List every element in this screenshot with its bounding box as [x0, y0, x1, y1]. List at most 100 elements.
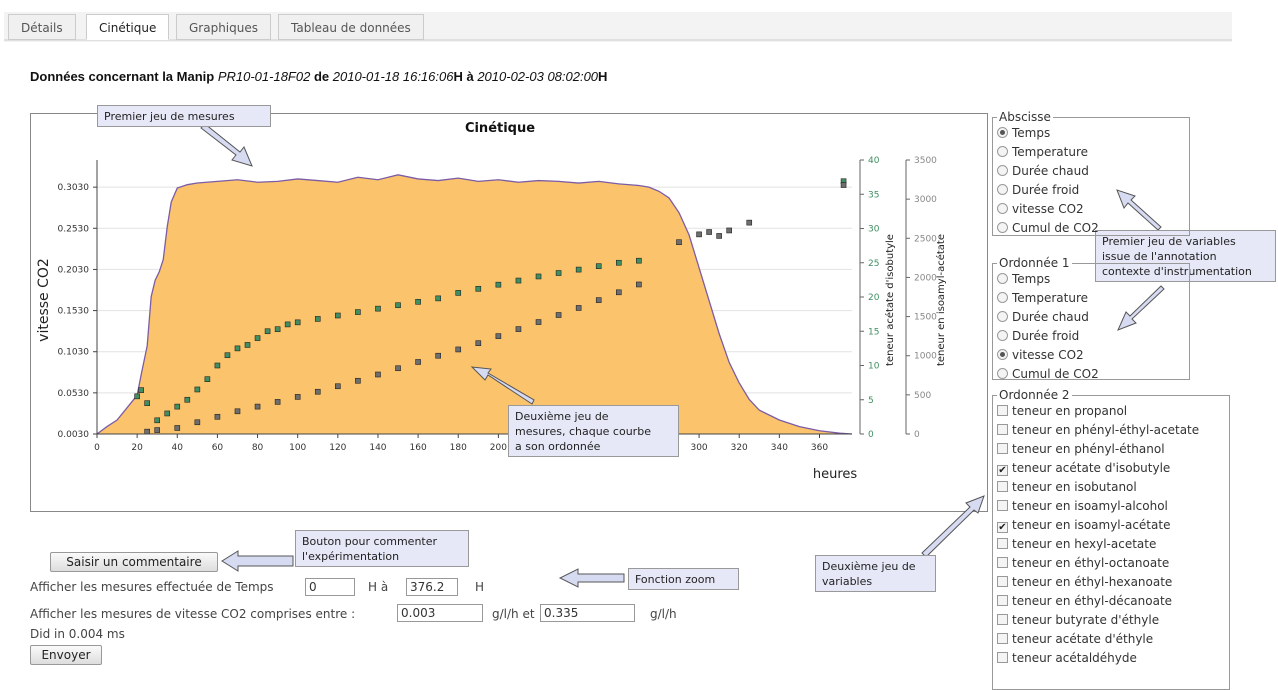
x-tick-label: 200: [490, 443, 507, 453]
checkbox[interactable]: [997, 424, 1008, 435]
heading-text: H: [598, 69, 608, 84]
option[interactable]: teneur en éthyl-décanoate: [997, 592, 1225, 611]
option[interactable]: teneur en éthyl-hexanoate: [997, 573, 1225, 592]
option[interactable]: teneur en éthyl-octanoate: [997, 554, 1225, 573]
time-label: Afficher les mesures effectuée de Temps: [30, 580, 274, 594]
checkbox[interactable]: [997, 576, 1008, 587]
point: [174, 425, 181, 431]
y-axis-label: teneur acétate d'isobutyle: [884, 234, 896, 366]
y-tick-label: 2000: [914, 273, 937, 283]
option[interactable]: Temperature: [997, 143, 1185, 162]
submit-button[interactable]: Envoyer: [30, 645, 102, 665]
chart-title: Cinétique: [465, 121, 535, 136]
manip-id: PR10-01-18F02: [217, 69, 311, 84]
radio[interactable]: [997, 311, 1008, 322]
ordonnee1-group: Ordonnée 1 Temps Temperature Durée chaud Dur…: [992, 256, 1190, 381]
option-label: Durée froid: [1012, 329, 1080, 343]
point: [415, 298, 421, 305]
y-tick-label: 0.0530: [58, 389, 90, 399]
option[interactable]: teneur butyrate d'éthyle: [997, 611, 1225, 630]
option[interactable]: Temps: [997, 270, 1185, 289]
checkbox[interactable]: [997, 405, 1008, 416]
option[interactable]: teneur en isoamyl-alcohol: [997, 497, 1225, 516]
checkbox[interactable]: [997, 652, 1008, 663]
option[interactable]: teneur acétaldéhyde: [997, 649, 1225, 668]
checkbox[interactable]: [997, 443, 1008, 454]
radio[interactable]: [997, 127, 1008, 138]
option[interactable]: teneur en propanol: [997, 402, 1225, 421]
point: [840, 182, 847, 188]
point: [615, 259, 622, 266]
option[interactable]: Cumul de CO2: [997, 365, 1185, 384]
arrow: [1117, 285, 1165, 331]
option[interactable]: teneur en phényl-éthyl-acetate: [997, 421, 1225, 440]
comment-button[interactable]: Saisir un commentaire: [50, 552, 218, 572]
radio[interactable]: [997, 368, 1008, 379]
checkbox[interactable]: [997, 614, 1008, 625]
option[interactable]: teneur en phényl-éthanol: [997, 440, 1225, 459]
annotation-box: [508, 405, 679, 457]
option-label: teneur acétate d'isobutyle: [1012, 461, 1171, 475]
point: [575, 305, 582, 311]
option[interactable]: Durée chaud: [997, 162, 1185, 181]
radio[interactable]: [997, 222, 1008, 233]
radio[interactable]: [997, 203, 1008, 214]
chart: Cinétique heures 0.0030 0.0530 0.1030 0.1530 0…: [36, 121, 947, 482]
area: [97, 174, 852, 435]
radio[interactable]: [997, 292, 1008, 303]
option[interactable]: Durée froid: [997, 181, 1185, 200]
option[interactable]: Durée chaud: [997, 308, 1185, 327]
tab[interactable]: Graphiques: [176, 14, 271, 40]
point: [164, 410, 171, 417]
x-tick-label: 160: [410, 443, 427, 453]
x-tick-label: 80: [252, 443, 264, 453]
point: [515, 326, 522, 332]
checkbox[interactable]: [997, 595, 1008, 606]
option[interactable]: Temps: [997, 124, 1185, 143]
y-tick-label: 35: [868, 190, 879, 200]
point: [154, 427, 161, 433]
time-to-input[interactable]: 376.2: [406, 578, 458, 596]
checkbox[interactable]: ✔: [997, 465, 1008, 476]
option[interactable]: teneur en hexyl-acetate: [997, 535, 1225, 554]
radio[interactable]: [997, 146, 1008, 157]
annotation-text: variables: [822, 575, 872, 588]
arrow: [470, 366, 535, 405]
range-to-input[interactable]: 0.335: [540, 604, 635, 622]
checkbox[interactable]: [997, 633, 1008, 644]
option[interactable]: vitesse CO2: [997, 346, 1185, 365]
option[interactable]: teneur en isobutanol: [997, 478, 1225, 497]
point: [234, 345, 241, 352]
radio[interactable]: [997, 349, 1008, 360]
point: [475, 340, 482, 346]
option[interactable]: Cumul de CO2: [997, 219, 1185, 238]
tab[interactable]: Tableau de données: [278, 14, 424, 40]
checkbox[interactable]: ✔: [997, 522, 1008, 533]
radio[interactable]: [997, 165, 1008, 176]
option[interactable]: Temperature: [997, 289, 1185, 308]
checkbox[interactable]: [997, 538, 1008, 549]
checkbox[interactable]: [997, 481, 1008, 492]
radio[interactable]: [997, 330, 1008, 341]
option[interactable]: Durée froid: [997, 327, 1185, 346]
tab[interactable]: Cinétique: [86, 14, 170, 40]
option[interactable]: ✔ teneur acétate d'isobutyle: [997, 459, 1225, 478]
x-tick-label: 0: [94, 443, 100, 453]
point: [575, 266, 582, 273]
point: [676, 239, 682, 245]
point: [435, 295, 441, 302]
option[interactable]: ✔ teneur en isoamyl-acétate: [997, 516, 1225, 535]
tab[interactable]: Détails: [8, 14, 76, 40]
option[interactable]: teneur acétate d'éthyle: [997, 630, 1225, 649]
checkbox[interactable]: [997, 500, 1008, 511]
radio[interactable]: [997, 184, 1008, 195]
time-from-input[interactable]: 0: [305, 578, 355, 596]
arrow: [558, 568, 625, 588]
checkbox[interactable]: [997, 557, 1008, 568]
option-label: Cumul de CO2: [1012, 367, 1099, 381]
y-tick-label: 500: [914, 391, 931, 401]
option[interactable]: vitesse CO2: [997, 200, 1185, 219]
range-from-input[interactable]: 0.003: [397, 604, 483, 622]
x-tick-label: 60: [212, 443, 224, 453]
radio[interactable]: [997, 273, 1008, 284]
